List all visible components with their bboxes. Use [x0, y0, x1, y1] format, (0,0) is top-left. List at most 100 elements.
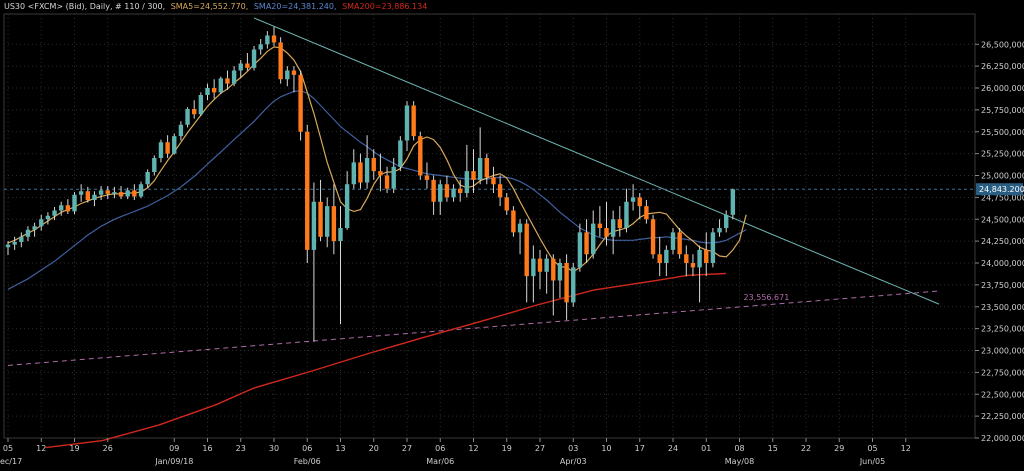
sma20-line	[7, 89, 747, 290]
candle-body	[125, 190, 130, 197]
x-tick-label: 09	[169, 444, 179, 453]
candle-body	[225, 78, 230, 84]
y-tick-label: 22,250,000	[981, 412, 1024, 421]
plot-frame	[3, 13, 976, 439]
candle-body	[684, 254, 689, 263]
x-tick-label: 06	[302, 444, 312, 453]
candle-body	[497, 184, 503, 198]
sma5-line	[7, 46, 747, 273]
x-tick-sublabel: May/08	[725, 457, 754, 466]
x-tick-label: 29	[834, 444, 844, 453]
candle-body	[464, 171, 470, 193]
y-tick-label: 24,750,000	[981, 193, 1024, 202]
candle-body	[278, 42, 283, 80]
candle-body	[411, 105, 416, 137]
symbol-text: US30 <FXCM> (Bid), Daily, # 110 / 300,	[4, 2, 165, 11]
candle-body	[404, 105, 410, 141]
y-tick-label: 25,500,000	[981, 128, 1024, 137]
candle-body	[544, 258, 549, 272]
sma5-text: SMA5=24,552.770,	[171, 2, 249, 11]
candle-body	[271, 35, 277, 43]
candle-body	[172, 136, 177, 154]
candle-body	[584, 232, 589, 255]
candle-body	[704, 249, 709, 263]
sma20-text: SMA20=24,381.240,	[254, 2, 337, 11]
y-tick-label: 23,500,000	[981, 303, 1024, 312]
x-tick-label: 16	[202, 444, 212, 453]
candle-body	[664, 249, 669, 263]
sma200-text: SMA200=23,886.134	[342, 2, 427, 11]
x-tick-label: 01	[701, 444, 711, 453]
candle-body	[25, 229, 31, 237]
candle-body	[245, 63, 250, 68]
sma200-line	[45, 272, 726, 449]
candle-body	[384, 175, 390, 189]
candle-body	[444, 184, 450, 198]
y-tick-label: 25,250,000	[981, 150, 1024, 159]
candle-body	[358, 162, 363, 183]
candle-body	[604, 228, 609, 237]
candle-body	[265, 35, 270, 45]
candle-body	[424, 175, 430, 180]
candle-body	[92, 194, 97, 200]
candle-body	[192, 109, 197, 115]
candle-body	[231, 70, 237, 84]
chart-labels: 24,843.200 23,556.671	[744, 183, 1024, 302]
candle-body	[624, 201, 629, 228]
y-tick-label: 26,250,000	[981, 62, 1024, 71]
candle-body	[198, 95, 204, 115]
candle-body	[152, 158, 157, 172]
candle-body	[471, 171, 476, 180]
candle-body	[205, 88, 210, 95]
candle-body	[511, 210, 516, 233]
candle-body	[650, 219, 656, 255]
candle-body	[39, 219, 44, 227]
candle-body	[617, 219, 622, 228]
x-tick-label: 20	[369, 444, 379, 453]
x-tick-label: 10	[601, 444, 611, 453]
candle-body	[258, 44, 263, 50]
support-level-label: 23,556.671	[744, 293, 790, 302]
candle-body	[305, 131, 310, 250]
y-tick-label: 22,000,000	[981, 434, 1024, 443]
candle-body	[145, 172, 150, 185]
candle-body	[730, 189, 736, 215]
x-tick-label: 03	[568, 444, 578, 453]
candle-body	[644, 206, 649, 220]
candle-body	[85, 191, 90, 200]
candle-body	[591, 223, 596, 255]
candle-body	[72, 194, 77, 212]
x-tick-label: 12	[468, 444, 478, 453]
candle-body	[597, 223, 603, 228]
candle-body	[564, 263, 569, 303]
candle-body	[318, 201, 323, 237]
candles	[5, 26, 736, 342]
candle-body	[112, 192, 117, 194]
candle-body	[298, 74, 303, 132]
candle-body	[630, 197, 636, 202]
candle-body	[610, 219, 616, 237]
x-tick-label: 26	[103, 444, 113, 453]
x-tick-label: 27	[402, 444, 412, 453]
candle-body	[211, 88, 217, 93]
candle-body	[218, 78, 223, 93]
candle-body	[65, 205, 71, 212]
candle-body	[238, 63, 243, 71]
x-tick-label: 27	[535, 444, 545, 453]
candle-body	[670, 232, 676, 250]
candle-body	[378, 171, 383, 176]
candle-body	[724, 214, 729, 228]
candle-body	[351, 162, 356, 185]
y-tick-label: 26,000,000	[981, 84, 1024, 93]
y-tick-label: 25,750,000	[981, 106, 1024, 115]
y-tick-label: 24,500,000	[981, 215, 1024, 224]
candle-body	[571, 267, 576, 303]
candle-body	[32, 226, 37, 230]
trendline	[253, 17, 940, 305]
candle-body	[45, 215, 51, 220]
candle-body	[118, 192, 124, 197]
candle-body	[344, 184, 350, 228]
x-tick-label: 13	[335, 444, 345, 453]
